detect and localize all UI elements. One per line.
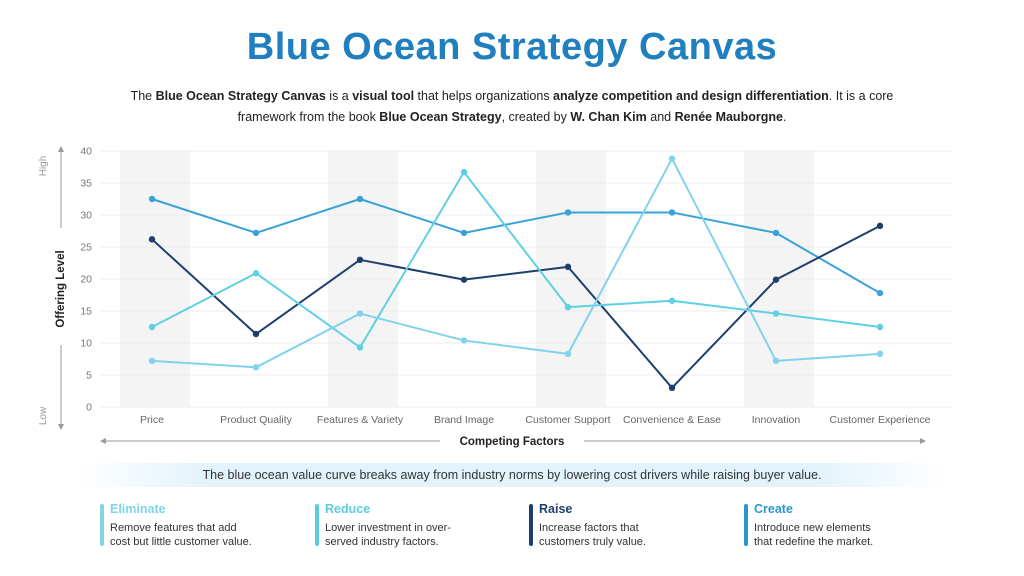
data-point	[148, 323, 156, 331]
caption-band: The blue ocean value curve breaks away f…	[80, 463, 944, 487]
data-point	[148, 236, 156, 243]
x-axis-title: Competing Factors	[460, 436, 565, 448]
y-tick-label: 10	[80, 338, 92, 350]
x-tick-label: Customer Support	[525, 414, 610, 426]
y-tick-label: 30	[80, 210, 92, 222]
action-desc: Lower investment in over-served industry…	[325, 522, 451, 548]
arrow-right-icon	[920, 438, 926, 444]
action-desc: Increase factors that customers truly val…	[539, 522, 646, 548]
data-point	[460, 168, 468, 176]
data-point	[564, 209, 572, 216]
data-point	[772, 357, 780, 365]
data-point	[460, 229, 468, 237]
x-tick-label: Price	[140, 414, 164, 426]
x-tick-label: Innovation	[752, 414, 801, 426]
x-tick-label: Product Quality	[220, 414, 293, 426]
y-tick-label: 25	[80, 242, 92, 254]
action-name: Reduce	[325, 502, 371, 516]
arrow-left-icon	[100, 438, 106, 444]
intro-text: The Blue Ocean Strategy Canvas is a visu…	[130, 89, 894, 124]
action-bar	[744, 504, 748, 546]
data-point	[772, 310, 780, 317]
series-line-group	[148, 195, 884, 297]
data-point	[356, 256, 364, 263]
data-point	[252, 364, 260, 371]
caption-text: The blue ocean value curve breaks away f…	[202, 468, 822, 482]
action-create: Create Introduce new elements that redefi…	[744, 502, 944, 548]
series-line-group	[148, 222, 884, 391]
action-bar	[529, 504, 533, 546]
action-bar	[100, 504, 104, 546]
data-point	[460, 337, 468, 344]
data-point	[668, 384, 676, 391]
y-tick-label: 20	[80, 274, 92, 286]
y-low-label: Low	[38, 406, 49, 425]
series-line	[151, 157, 881, 369]
data-point	[668, 155, 676, 162]
data-point	[564, 263, 572, 271]
data-point	[876, 323, 884, 331]
action-reduce: Reduce Lower investment in over-served i…	[315, 502, 515, 548]
action-desc: Introduce new elements that redefine the …	[754, 522, 874, 548]
x-tick-label: Customer Experience	[830, 414, 931, 426]
data-point	[356, 344, 364, 351]
arrow-down-icon	[58, 424, 64, 430]
strategy-canvas-chart: 0 5 10 15 20 25 30 35 40 Price Product Quality Fea…	[38, 146, 952, 448]
data-point	[356, 310, 364, 317]
x-tick-label: Convenience & Ease	[623, 414, 721, 426]
data-point	[876, 350, 884, 358]
data-point	[252, 229, 260, 237]
action-bar	[315, 504, 319, 546]
action-raise: Raise Increase factors that customers tru…	[529, 502, 729, 548]
data-point	[148, 195, 156, 203]
data-point	[668, 297, 676, 304]
series-line	[151, 224, 881, 389]
series-line-group	[148, 168, 884, 351]
arrow-up-icon	[58, 146, 64, 152]
series-line	[151, 198, 881, 294]
y-tick-label: 35	[80, 178, 92, 190]
action-name: Create	[754, 502, 793, 516]
series-line	[151, 171, 881, 349]
data-point	[876, 222, 884, 230]
action-eliminate: Eliminate Remove features that add cost b…	[100, 502, 300, 548]
data-point	[668, 209, 676, 216]
y-tick-label: 40	[80, 146, 92, 158]
data-point	[148, 357, 156, 365]
data-point	[564, 303, 572, 311]
x-tick-label: Features & Variety	[317, 414, 404, 426]
action-name: Eliminate	[110, 502, 166, 516]
data-point	[252, 270, 260, 277]
action-name: Raise	[539, 502, 573, 516]
data-point	[772, 276, 780, 283]
y-tick-label: 5	[86, 370, 92, 382]
four-actions: Eliminate Remove features that add cost b…	[0, 502, 1024, 558]
data-point	[460, 276, 468, 283]
data-point	[356, 195, 364, 203]
y-tick-label: 15	[80, 306, 92, 318]
page-title: Blue Ocean Strategy Canvas	[246, 26, 778, 68]
series-line-group	[148, 155, 884, 371]
y-high-label: High	[38, 156, 49, 177]
action-desc: Remove features that add cost but little …	[110, 522, 252, 548]
x-tick-label: Brand Image	[434, 414, 494, 426]
data-point	[772, 229, 780, 237]
y-axis-title: Offering Level	[55, 250, 67, 327]
data-point	[252, 330, 260, 338]
data-point	[564, 350, 572, 358]
data-point	[876, 289, 884, 297]
y-tick-label: 0	[86, 402, 92, 414]
